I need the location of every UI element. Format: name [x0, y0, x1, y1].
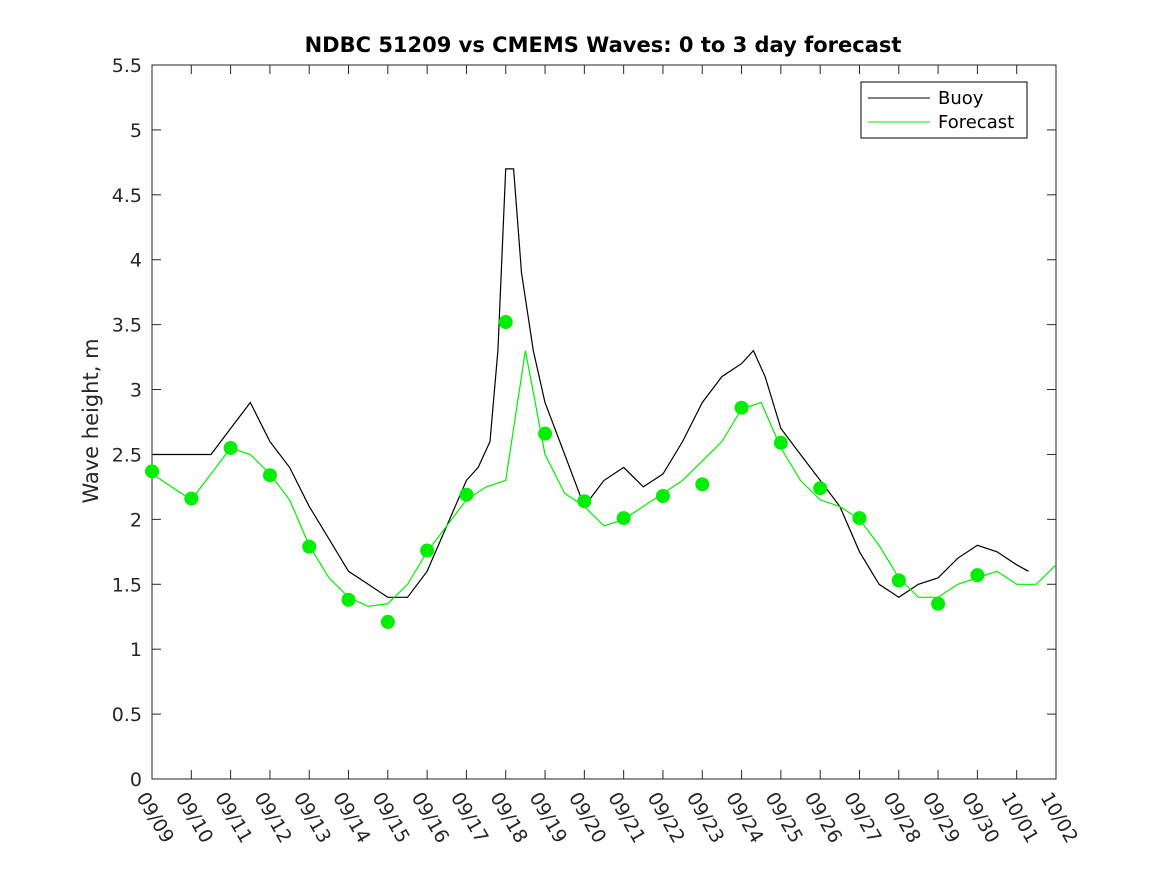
x-tick-label: 09/27 [839, 789, 885, 847]
x-tick-label: 09/11 [210, 789, 256, 847]
plot-frame [151, 64, 1057, 780]
y-axis-label: Wave height, m [79, 338, 103, 503]
x-tick-label: 09/23 [682, 789, 728, 847]
forecast-marker [616, 511, 631, 526]
x-tick-label: 09/29 [918, 789, 964, 847]
series-line-forecast [151, 350, 1057, 607]
forecast-marker [891, 573, 906, 588]
chart-title: NDBC 51209 vs CMEMS Waves: 0 to 3 day fo… [305, 33, 902, 57]
x-tick-label: 09/20 [564, 789, 610, 847]
x-tick-label: 09/22 [643, 789, 689, 847]
x-tick-label: 09/28 [878, 789, 924, 847]
y-tick-label: 3 [130, 380, 142, 402]
x-tick-label: 09/09 [132, 789, 178, 847]
x-tick-label: 09/13 [289, 789, 335, 847]
forecast-marker [420, 543, 435, 558]
y-tick-label: 0 [130, 769, 142, 791]
forecast-marker [145, 464, 159, 479]
y-tick-label: 2 [130, 509, 142, 531]
forecast-marker [223, 440, 238, 455]
x-tick-label: 09/30 [957, 789, 1003, 847]
forecast-marker [302, 539, 317, 554]
forecast-marker [341, 592, 356, 607]
x-tick-label: 09/17 [446, 789, 492, 847]
forecast-marker [262, 468, 277, 483]
x-tick-label: 09/25 [761, 789, 807, 847]
x-tick-label: 09/21 [603, 789, 649, 847]
x-tick-label: 10/01 [996, 789, 1042, 847]
y-tick-label: 0.5 [112, 704, 142, 726]
y-tick-label: 4 [130, 250, 142, 272]
forecast-marker [655, 488, 670, 503]
x-tick-label: 09/14 [328, 789, 374, 847]
x-tick-label: 09/10 [171, 789, 217, 847]
x-tick-label: 09/16 [407, 789, 453, 847]
forecast-marker [734, 400, 749, 415]
y-tick-label: 4.5 [112, 185, 142, 207]
forecast-marker [184, 491, 199, 506]
x-tick-label: 09/26 [800, 789, 846, 847]
y-tick-label: 3.5 [112, 315, 142, 337]
legend-forecast-label: Forecast [938, 112, 1014, 133]
forecast-marker [459, 487, 474, 502]
y-tick-label: 5.5 [112, 55, 142, 77]
forecast-marker [538, 426, 553, 441]
legend: Buoy Forecast [860, 81, 1028, 139]
x-tick-label: 09/15 [367, 789, 413, 847]
y-tick-label: 1 [130, 639, 142, 661]
forecast-marker [773, 435, 788, 450]
forecast-marker [852, 511, 867, 526]
y-tick-label: 5 [130, 120, 142, 142]
forecast-marker [380, 614, 395, 629]
forecast-marker [970, 568, 985, 583]
series-line-buoy [152, 168, 1029, 599]
forecast-marker [813, 481, 828, 496]
x-tick-label: 09/18 [485, 789, 531, 847]
forecast-marker [931, 596, 946, 611]
legend-buoy-label: Buoy [938, 88, 984, 109]
forecast-marker [498, 315, 513, 330]
legend-box [860, 81, 1028, 139]
forecast-marker [577, 494, 592, 509]
x-tick-label: 09/12 [250, 789, 296, 847]
x-tick-label: 09/19 [525, 789, 571, 847]
forecast-marker [695, 477, 710, 492]
y-tick-label: 1.5 [112, 574, 142, 596]
y-tick-label: 2.5 [112, 444, 142, 466]
x-tick-label: 10/02 [1036, 789, 1082, 847]
plot-area: 00.511.522.533.544.555.509/0909/1009/110… [112, 55, 1082, 847]
x-tick-label: 09/24 [721, 789, 767, 847]
